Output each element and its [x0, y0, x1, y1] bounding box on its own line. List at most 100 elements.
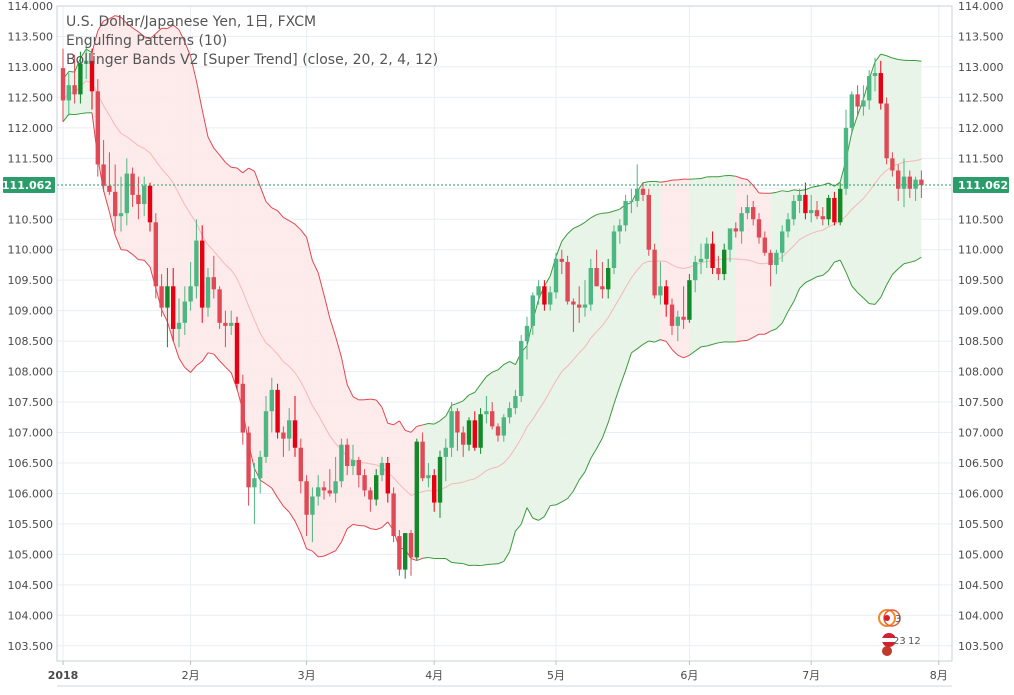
candle-body — [751, 207, 755, 219]
candle[interactable] — [647, 189, 651, 256]
candle-body — [687, 280, 691, 320]
candle-body — [797, 195, 801, 201]
candle-body — [768, 253, 772, 265]
y-tick-label-left: 105.500 — [8, 518, 54, 531]
candle-body — [212, 277, 216, 289]
candle-body — [583, 305, 587, 308]
candle-body — [194, 241, 198, 287]
candle-body — [67, 85, 71, 100]
band-fill-segment — [782, 191, 788, 323]
candle[interactable] — [612, 225, 616, 274]
candle-body — [780, 231, 784, 252]
candle[interactable] — [235, 317, 239, 390]
candle-body — [113, 192, 117, 216]
candle-body — [316, 487, 320, 496]
candle-body — [96, 91, 100, 164]
y-tick-label-left: 113.500 — [8, 30, 54, 43]
candle-body — [832, 198, 836, 222]
candle-body — [734, 228, 738, 231]
candle-body — [473, 420, 477, 447]
candle-body — [792, 201, 796, 219]
candle-body — [258, 457, 262, 478]
candle-body — [913, 180, 917, 189]
candle-body — [919, 180, 923, 185]
candle-body — [287, 420, 291, 438]
band-fill-segment — [162, 28, 168, 321]
candle[interactable] — [339, 439, 343, 488]
band-fill-segment — [185, 42, 191, 372]
candle-body — [310, 496, 314, 514]
candle-body — [571, 302, 575, 305]
band-lower-segment — [138, 260, 144, 261]
candle[interactable] — [838, 183, 842, 226]
candle-body — [432, 475, 436, 502]
candle-body — [183, 302, 187, 323]
y-tick-label-right: 104.000 — [958, 609, 1004, 622]
candle[interactable] — [391, 487, 395, 542]
candle[interactable] — [850, 91, 854, 134]
candle[interactable] — [397, 530, 401, 576]
band-lower-segment — [121, 250, 127, 251]
y-tick-label-right: 110.000 — [958, 244, 1004, 257]
y-tick-label-left: 113.000 — [8, 61, 54, 74]
candle-body — [455, 411, 459, 432]
y-tick-label-right: 105.000 — [958, 548, 1004, 561]
candle-body — [61, 68, 65, 100]
candle-body — [351, 460, 355, 466]
candle-body — [560, 259, 564, 262]
candle-body — [275, 390, 279, 433]
candle-body — [502, 417, 506, 435]
y-tick-label-left: 110.000 — [8, 244, 54, 257]
band-fill-segment — [527, 321, 533, 518]
band-fill-segment — [637, 183, 643, 349]
candle-body — [542, 286, 546, 304]
candle[interactable] — [217, 286, 221, 329]
candle[interactable] — [154, 213, 158, 298]
y-tick-label-left: 104.500 — [8, 579, 54, 592]
candle[interactable] — [96, 79, 100, 176]
y-tick-label-left: 112.500 — [8, 91, 54, 104]
band-lower-segment — [486, 564, 492, 565]
band-fill-segment — [295, 224, 301, 533]
candle[interactable] — [884, 97, 888, 164]
candle-body — [415, 442, 419, 558]
candle[interactable] — [687, 274, 691, 323]
candle-body — [420, 442, 424, 479]
x-tick-label: 6月 — [680, 669, 698, 682]
y-tick-label-right: 106.500 — [958, 457, 1004, 470]
y-tick-label-left: 107.500 — [8, 396, 54, 409]
candle-body — [304, 481, 308, 515]
candle-body — [699, 259, 703, 262]
candle-body — [107, 186, 111, 192]
candle-body — [519, 341, 523, 396]
candle-body — [716, 268, 720, 274]
candle-body — [101, 164, 105, 185]
candle[interactable] — [478, 408, 482, 454]
y-tick-label-left: 108.000 — [8, 366, 54, 379]
band-upper-segment — [655, 181, 661, 182]
candle-body — [577, 305, 581, 308]
y-tick-label-right: 105.500 — [958, 518, 1004, 531]
y-tick-label-left: 114.000 — [8, 0, 54, 13]
candle-body — [745, 207, 749, 213]
candle-body — [461, 433, 465, 445]
candle-body — [90, 61, 94, 91]
candle-body — [380, 463, 384, 475]
candle-body — [142, 186, 146, 204]
candle[interactable] — [275, 384, 279, 439]
candle[interactable] — [519, 335, 523, 402]
event-badge-count: 12 — [908, 636, 921, 647]
candle[interactable] — [415, 439, 419, 561]
candle-body — [125, 174, 129, 214]
candle-body — [803, 195, 807, 213]
candle-body — [710, 244, 714, 268]
candle-body — [513, 396, 517, 408]
candle[interactable] — [652, 244, 656, 299]
candle[interactable] — [554, 253, 558, 299]
y-tick-label-left: 106.000 — [8, 487, 54, 500]
candle[interactable] — [565, 256, 569, 305]
x-tick-label: 5月 — [547, 669, 565, 682]
